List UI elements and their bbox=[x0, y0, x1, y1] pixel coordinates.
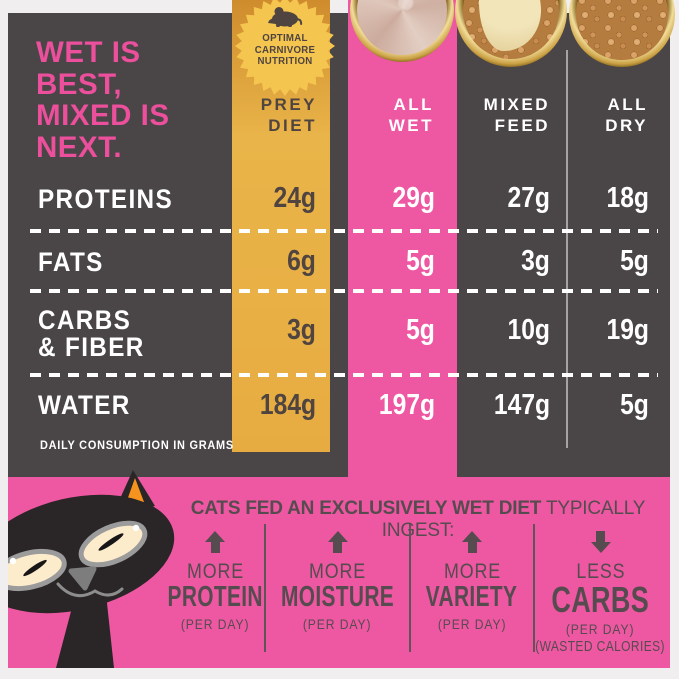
wet-food-topper bbox=[479, 0, 541, 52]
value-fats-dry: 5g bbox=[620, 245, 649, 277]
value-water-dry: 5g bbox=[620, 389, 649, 421]
benefit-subtext: (PER DAY) bbox=[566, 622, 635, 637]
arrow-up-icon bbox=[462, 531, 482, 553]
benefit-less-carbs: LESS CARBS (PER DAY) (WASTED CALORIES) bbox=[535, 524, 666, 655]
row-divider bbox=[30, 229, 658, 233]
black-cat-illustration bbox=[8, 470, 175, 668]
comparison-table-panel bbox=[8, 13, 670, 477]
title-line: MIXED IS bbox=[36, 99, 170, 132]
benefit-more-variety: MORE VARIETY (PER DAY) bbox=[411, 524, 535, 652]
benefit-more-protein: MORE PROTEIN (PER DAY) bbox=[166, 524, 266, 652]
arrow-up-icon bbox=[327, 531, 348, 553]
callout-headline-bold: CATS FED AN EXCLUSIVELY WET DIET bbox=[190, 498, 542, 519]
benefit-title: CARBS bbox=[551, 579, 650, 620]
benefit-qualifier: MORE bbox=[309, 560, 366, 583]
value-proteins-prey: 24g bbox=[273, 182, 316, 214]
value-carbs-wet: 5g bbox=[406, 314, 435, 346]
callout-headline-rest: TYPICALLY INGEST: bbox=[381, 498, 646, 541]
benefit-title: PROTEIN bbox=[167, 581, 263, 613]
benefit-subtext-2: (WASTED CALORIES) bbox=[535, 638, 666, 655]
benefit-title: VARIETY bbox=[426, 581, 518, 613]
column-header-mixed-feed: MIXED FEED bbox=[483, 95, 550, 135]
arrow-up-icon bbox=[205, 531, 225, 553]
table-footnote: DAILY CONSUMPTION IN GRAMS bbox=[40, 440, 234, 452]
value-proteins-dry: 18g bbox=[606, 182, 649, 214]
benefit-items: MORE PROTEIN (PER DAY) MORE MOISTURE (PE… bbox=[166, 524, 666, 655]
optimal-nutrition-badge: OPTIMAL CARNIVORE NUTRITION bbox=[232, 0, 338, 99]
badge-text-line: OPTIMAL bbox=[262, 32, 308, 44]
benefit-subtext: (PER DAY) bbox=[303, 617, 372, 632]
column-header-prey-diet: PREY DIET bbox=[260, 95, 317, 135]
row-label-fats: FATS bbox=[38, 247, 104, 277]
arrow-down-icon bbox=[590, 531, 611, 553]
row-label-water: WATER bbox=[38, 390, 131, 420]
row-label-proteins: PROTEINS bbox=[38, 184, 174, 214]
value-fats-wet: 5g bbox=[406, 245, 435, 277]
title-line: WET IS bbox=[36, 36, 141, 69]
column-header-all-wet: ALL WET bbox=[388, 95, 434, 135]
value-fats-mixed: 3g bbox=[521, 245, 550, 277]
badge-text-line: NUTRITION bbox=[257, 55, 313, 67]
column-divider-line bbox=[566, 50, 568, 448]
value-carbs-prey: 3g bbox=[287, 314, 316, 346]
page-title: WET IS BEST, MIXED IS NEXT. bbox=[36, 37, 170, 163]
value-carbs-mixed: 10g bbox=[507, 314, 550, 346]
value-water-prey: 184g bbox=[259, 389, 316, 421]
mouse-icon bbox=[268, 7, 303, 27]
title-line: NEXT. bbox=[36, 130, 123, 164]
row-divider bbox=[30, 289, 658, 293]
row-label-carbs: CARBS & FIBER bbox=[38, 305, 145, 362]
benefit-qualifier: MORE bbox=[443, 560, 501, 583]
benefit-title: MOISTURE bbox=[280, 581, 395, 613]
benefit-qualifier: MORE bbox=[186, 560, 244, 583]
value-fats-prey: 6g bbox=[287, 245, 316, 277]
benefit-qualifier: LESS bbox=[575, 560, 626, 583]
wet-food bbox=[357, 0, 447, 55]
title-line: BEST, bbox=[36, 67, 123, 101]
value-proteins-mixed: 27g bbox=[507, 182, 550, 214]
benefit-subtext: (PER DAY) bbox=[437, 617, 507, 632]
row-divider bbox=[30, 373, 658, 377]
column-header-all-dry: ALL DRY bbox=[605, 95, 648, 135]
badge-text-line: CARNIVORE bbox=[254, 43, 316, 56]
value-carbs-dry: 19g bbox=[606, 314, 649, 346]
mixed-food bbox=[462, 0, 560, 60]
value-water-mixed: 147g bbox=[493, 389, 550, 421]
benefit-more-moisture: MORE MOISTURE (PER DAY) bbox=[266, 524, 411, 652]
value-water-wet: 197g bbox=[378, 389, 435, 421]
benefit-subtext: (PER DAY) bbox=[180, 617, 250, 632]
all-wet-column bbox=[348, 0, 457, 477]
dry-food bbox=[576, 0, 668, 60]
value-proteins-wet: 29g bbox=[392, 182, 435, 214]
callout-headline: CATS FED AN EXCLUSIVELY WET DIET TYPICAL… bbox=[170, 498, 666, 542]
starburst-icon bbox=[235, 0, 335, 96]
